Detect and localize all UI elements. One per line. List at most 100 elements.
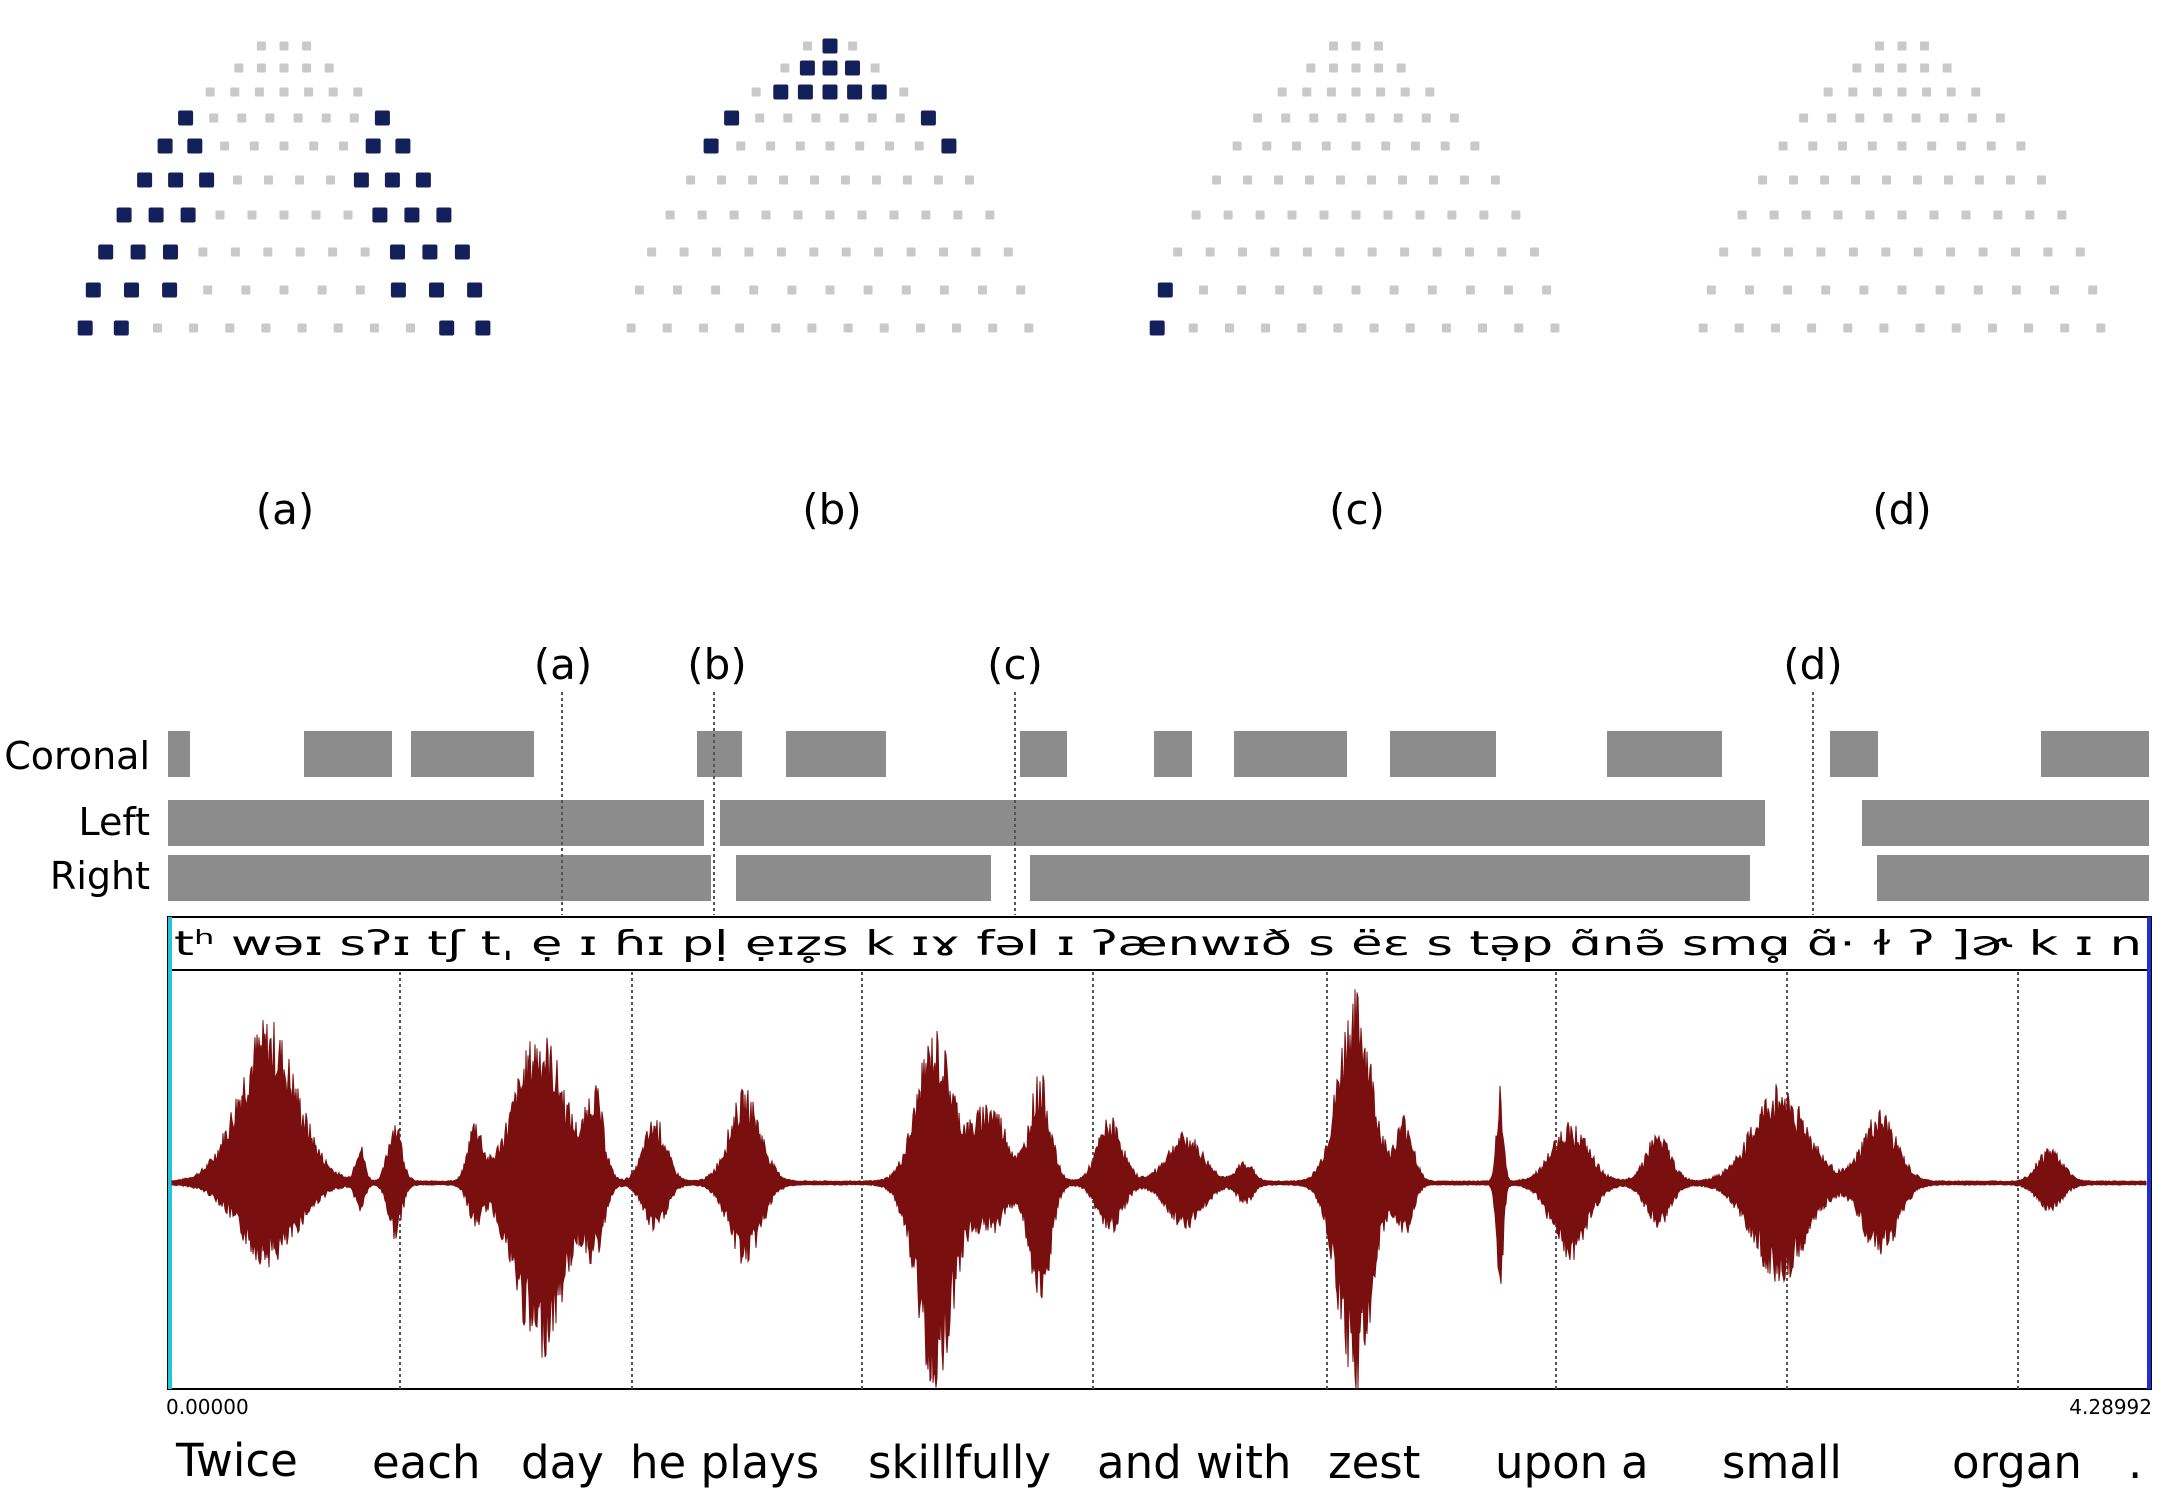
electrode [1188,323,1198,333]
electrode [1410,141,1420,151]
electrode [153,323,162,333]
word-upon: upon [1495,1436,1608,1489]
electrode [1432,247,1442,257]
electrode [1393,113,1403,123]
electrode-panel-a [77,41,491,336]
electrode [1421,113,1431,123]
electrode [933,175,943,185]
electrode [1542,285,1552,295]
electrode-active [390,244,405,260]
electrode [317,285,327,295]
electrode [1405,323,1415,333]
electrode-active [157,138,173,154]
electrode [1859,285,1869,295]
electrode [841,247,851,257]
electrode [1851,175,1860,185]
electrode-active [920,110,936,126]
electrode [874,247,884,257]
electrode [1253,113,1263,123]
electrode [293,113,303,123]
right-bar [1030,855,1750,901]
electrode [1808,141,1818,151]
electrode [1389,285,1399,295]
electrode [1783,285,1793,295]
electrode [1974,175,1984,185]
electrode [311,210,321,220]
electrode [1243,175,1253,185]
electrode [1801,210,1811,220]
electrode [915,323,925,333]
electrode [953,210,963,220]
electrode [1459,175,1469,185]
electrode [1778,141,1788,151]
electrode-active [415,172,431,188]
word-a: a [1621,1436,1649,1489]
electrode [1820,175,1830,185]
electrode [825,285,835,295]
electrode-active [372,207,388,223]
electrode [1261,323,1271,333]
panel-label-d: (d) [1872,485,1931,534]
electrode-active [395,138,411,154]
coronal-bar [1390,731,1496,777]
electrode [1490,175,1500,185]
phonetic-transcription: tʰ wəɪ sʔɪ tʃ tˌ ẹ ɪ ɦɪ pḷ ẹɪz̥s k ɪɤ fə… [174,924,2142,964]
electrode [1865,210,1875,220]
electrode [198,247,208,257]
electrode [1003,247,1013,257]
electrode [215,210,225,220]
electrode [825,141,835,151]
electrode [2043,247,2053,257]
electrode [1967,113,1977,123]
electrode-active [822,60,838,76]
right-bar [168,855,711,901]
electrode [988,323,998,333]
waveform-frame [167,916,2152,1390]
electrode [780,63,790,73]
electrode [279,63,289,73]
electrode [1465,247,1474,257]
electrode [1833,210,1843,220]
coronal-bar [786,731,886,777]
word-he-plays: he plays [630,1436,819,1489]
electrode [1351,41,1361,51]
electrode [1292,141,1301,151]
electrode [1867,141,1877,151]
electrode [889,210,899,220]
row-labels: Coronal Left Right [4,734,150,898]
electrode [857,210,867,220]
electrode [203,285,213,295]
electrode [1191,210,1201,220]
electrode-active [148,207,164,223]
electrode [2057,210,2067,220]
electrode [848,41,858,51]
word-organ: organ [1952,1436,2082,1489]
electrode [1843,323,1853,333]
electrode [234,63,244,73]
electrode-active [374,110,390,126]
electrode [1374,41,1383,51]
electrode [1751,247,1761,257]
electrode [295,175,304,185]
electrode [1838,141,1847,151]
electrode [230,247,240,257]
coronal-bar [411,731,534,777]
electrode [1973,285,1983,295]
electrode [673,285,682,295]
electrode [279,210,289,220]
marker-lines [561,692,1814,915]
electrode [749,285,759,295]
electrode [1855,113,1865,123]
marker-label-a: (a) [534,640,593,689]
electrode [902,175,912,185]
electrode [1238,247,1247,257]
electrode [1771,323,1780,333]
electrode [939,285,949,295]
coronal-bar [1154,731,1192,777]
word-day: day [521,1436,604,1489]
electrode [1875,41,1884,51]
electrode [2096,323,2106,333]
electrode [1946,87,1956,97]
electrode [793,210,803,220]
electrode-active [98,244,114,260]
